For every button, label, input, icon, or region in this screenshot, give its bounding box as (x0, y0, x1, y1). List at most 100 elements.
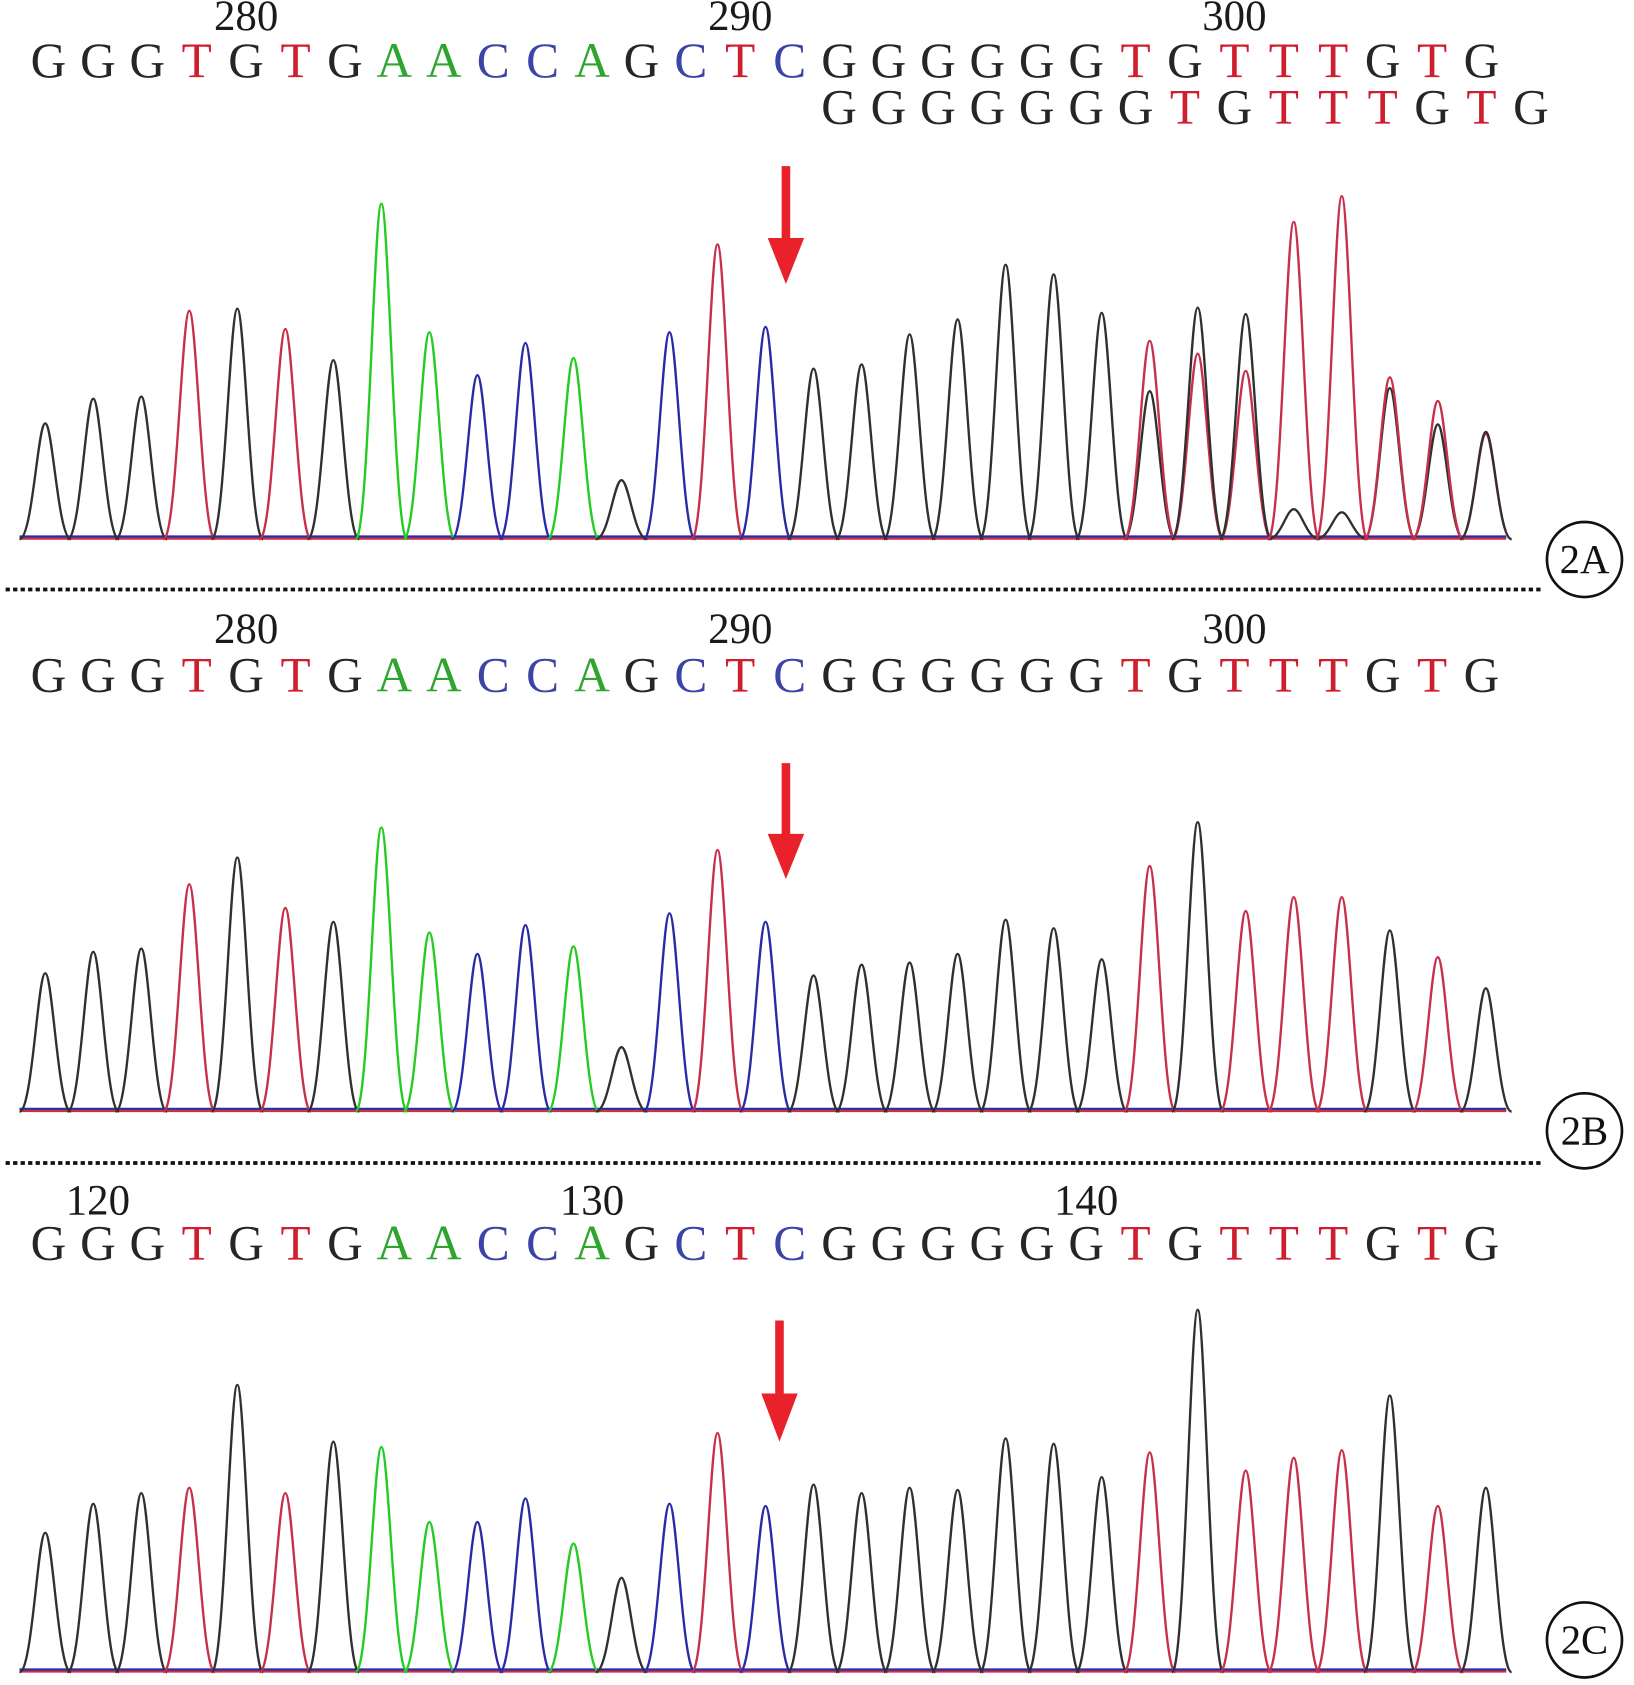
base-call: G (1068, 1215, 1104, 1270)
base-call: G (327, 647, 363, 702)
secondary-base-call: T (1170, 79, 1200, 134)
peak (1266, 1456, 1321, 1674)
peak (210, 1383, 265, 1674)
peak (1074, 311, 1129, 541)
base-call: G (80, 647, 116, 702)
position-number: 280 (214, 0, 278, 40)
base-call: C (526, 647, 559, 702)
panel-badge (1545, 520, 1624, 599)
peak (786, 1483, 841, 1674)
peak (834, 363, 889, 541)
peak (210, 856, 265, 1113)
base-call: T (1417, 647, 1447, 702)
base-call: G (129, 647, 165, 702)
peak (450, 952, 505, 1113)
peak (1315, 511, 1368, 541)
base-call: G (871, 1215, 907, 1270)
position-number: 300 (1202, 0, 1266, 40)
base-call: A (426, 33, 462, 88)
peak (1026, 1442, 1081, 1674)
position-number: 130 (560, 1177, 624, 1224)
secondary-base-call: G (970, 79, 1006, 134)
base-call: G (821, 1215, 857, 1270)
base-call: G (31, 33, 67, 88)
base-call: G (970, 647, 1006, 702)
peak (1074, 958, 1129, 1113)
peak (114, 1491, 169, 1674)
base-call: T (725, 1215, 755, 1270)
peak (1458, 987, 1513, 1113)
base-call: G (1464, 1215, 1500, 1270)
peak (66, 1502, 121, 1674)
peak (18, 972, 73, 1113)
panel-label: 2B (1561, 1108, 1609, 1153)
base-call: A (426, 1215, 462, 1270)
base-call: G (1167, 647, 1203, 702)
base-call: T (280, 647, 310, 702)
base-call: C (674, 1215, 707, 1270)
peak (786, 367, 841, 541)
panel-label: 2A (1560, 537, 1610, 582)
base-call: G (228, 647, 264, 702)
base-call: G (1068, 33, 1104, 88)
peak (354, 1445, 409, 1674)
peak (306, 920, 361, 1113)
base-call: C (477, 647, 510, 702)
peak (306, 1440, 361, 1674)
base-call: G (821, 647, 857, 702)
peak (354, 826, 409, 1113)
position-number: 290 (708, 606, 772, 653)
base-call: G (129, 33, 165, 88)
peak (162, 309, 217, 541)
peak (450, 1520, 505, 1674)
peak (1170, 306, 1225, 541)
base-call: G (31, 1215, 67, 1270)
peak (114, 947, 169, 1113)
position-number: 120 (66, 1177, 130, 1224)
base-call: T (1121, 33, 1151, 88)
peak (258, 327, 313, 541)
base-call: G (871, 647, 907, 702)
base-call: A (574, 1215, 610, 1270)
peak (642, 331, 697, 541)
peak (1362, 929, 1417, 1113)
base-call: T (1219, 33, 1249, 88)
peak (978, 918, 1033, 1113)
peak (738, 1504, 793, 1674)
peak (1459, 430, 1513, 541)
base-call: G (327, 1215, 363, 1270)
peak (1267, 507, 1320, 541)
peak (834, 1491, 889, 1674)
base-call: G (1167, 33, 1203, 88)
peak (66, 397, 121, 541)
peak (258, 1491, 313, 1674)
base-call: C (773, 647, 806, 702)
base-call: C (477, 1215, 510, 1270)
peak (162, 1486, 217, 1674)
base-call: A (426, 647, 462, 702)
peak (354, 202, 409, 541)
arrows (761, 166, 805, 1442)
peak (18, 1531, 73, 1674)
peak (114, 395, 169, 541)
peak (1410, 956, 1465, 1113)
peak (786, 974, 841, 1113)
base-call: T (280, 1215, 310, 1270)
peak (546, 945, 601, 1113)
peak (1362, 1394, 1417, 1674)
peak (1170, 820, 1225, 1113)
peak (738, 920, 793, 1113)
base-call: G (920, 647, 956, 702)
base-call: T (1417, 33, 1447, 88)
base-call: A (574, 647, 610, 702)
base-call: G (970, 1215, 1006, 1270)
peak (930, 952, 985, 1113)
peak (66, 950, 121, 1113)
peak (1314, 194, 1369, 541)
base-call: T (280, 33, 310, 88)
peak (18, 422, 72, 541)
secondary-base-call: T (1368, 79, 1398, 134)
base-call: G (228, 1215, 264, 1270)
base-call: G (624, 1215, 660, 1270)
